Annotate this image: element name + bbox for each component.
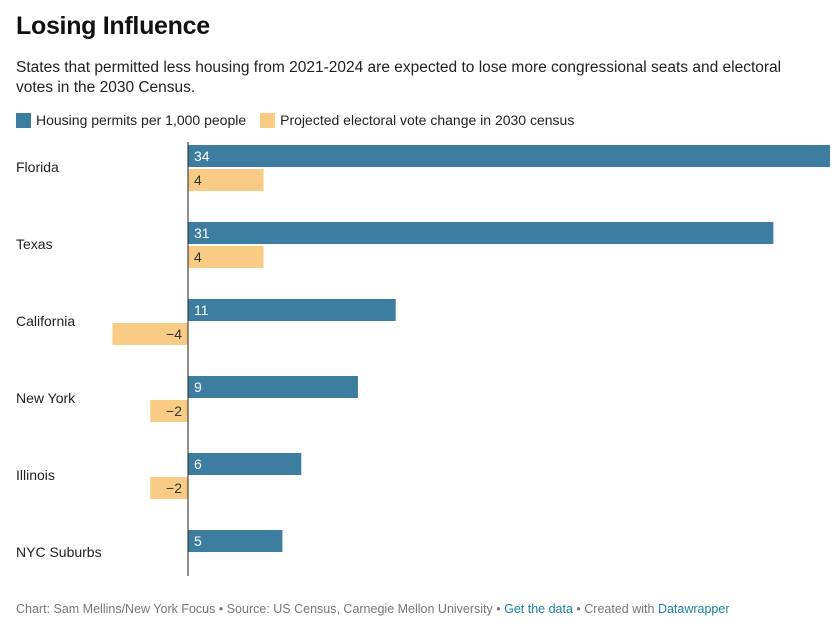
votes-value-label-florida: 4 — [194, 172, 202, 188]
permits-value-label-california: 11 — [194, 302, 209, 318]
votes-value-label-new-york: −2 — [166, 403, 182, 419]
votes-value-label-california: −4 — [166, 326, 182, 342]
get-the-data-link[interactable]: Get the data — [504, 602, 573, 616]
permits-bar-nyc-suburbs — [188, 530, 283, 552]
footer-credit: Chart: Sam Mellins/New York Focus • Sour… — [16, 602, 501, 616]
permits-value-label-florida: 34 — [194, 148, 210, 164]
votes-bar-florida — [188, 169, 264, 191]
category-label-new-york: New York — [16, 390, 76, 406]
legend-item-votes: Projected electoral vote change in 2030 … — [260, 112, 574, 128]
permits-bar-florida — [188, 145, 830, 167]
legend-swatch-permits — [16, 112, 31, 128]
category-label-florida: Florida — [16, 159, 59, 175]
permits-bar-california — [188, 299, 396, 321]
votes-bar-illinois — [150, 477, 188, 499]
chart-footer: Chart: Sam Mellins/New York Focus • Sour… — [16, 602, 730, 616]
legend-label-permits: Housing permits per 1,000 people — [36, 112, 247, 128]
chart-title: Losing Influence — [16, 12, 210, 40]
legend-label-votes: Projected electoral vote change in 2030 … — [280, 112, 575, 128]
legend-item-permits: Housing permits per 1,000 people — [16, 112, 246, 128]
votes-bar-new-york — [150, 400, 188, 422]
permits-value-label-illinois: 6 — [194, 456, 202, 472]
votes-value-label-illinois: −2 — [166, 480, 182, 496]
category-label-illinois: Illinois — [16, 467, 55, 483]
datawrapper-link[interactable]: Datawrapper — [657, 602, 730, 616]
footer-separator: • Created with — [576, 602, 655, 616]
permits-bar-new-york — [188, 376, 358, 398]
votes-bar-texas — [188, 246, 264, 268]
category-label-nyc-suburbs: NYC Suburbs — [16, 544, 102, 560]
permits-bar-texas — [188, 222, 774, 244]
chart-subtitle: States that permitted less housing from … — [16, 59, 782, 96]
category-label-california: California — [16, 313, 75, 329]
legend: Housing permits per 1,000 people Project… — [16, 112, 588, 128]
category-label-texas: Texas — [16, 236, 53, 252]
permits-value-label-new-york: 9 — [194, 379, 202, 395]
votes-bar-california — [112, 323, 188, 345]
legend-swatch-votes — [260, 112, 276, 128]
permits-value-label-nyc-suburbs: 5 — [194, 533, 202, 549]
bar-chart: Florida 34 4 Texas 31 4 California 11 −4 New York… — [16, 142, 830, 576]
permits-bar-illinois — [188, 453, 302, 475]
permits-value-label-texas: 31 — [194, 225, 210, 241]
votes-value-label-texas: 4 — [194, 249, 202, 265]
